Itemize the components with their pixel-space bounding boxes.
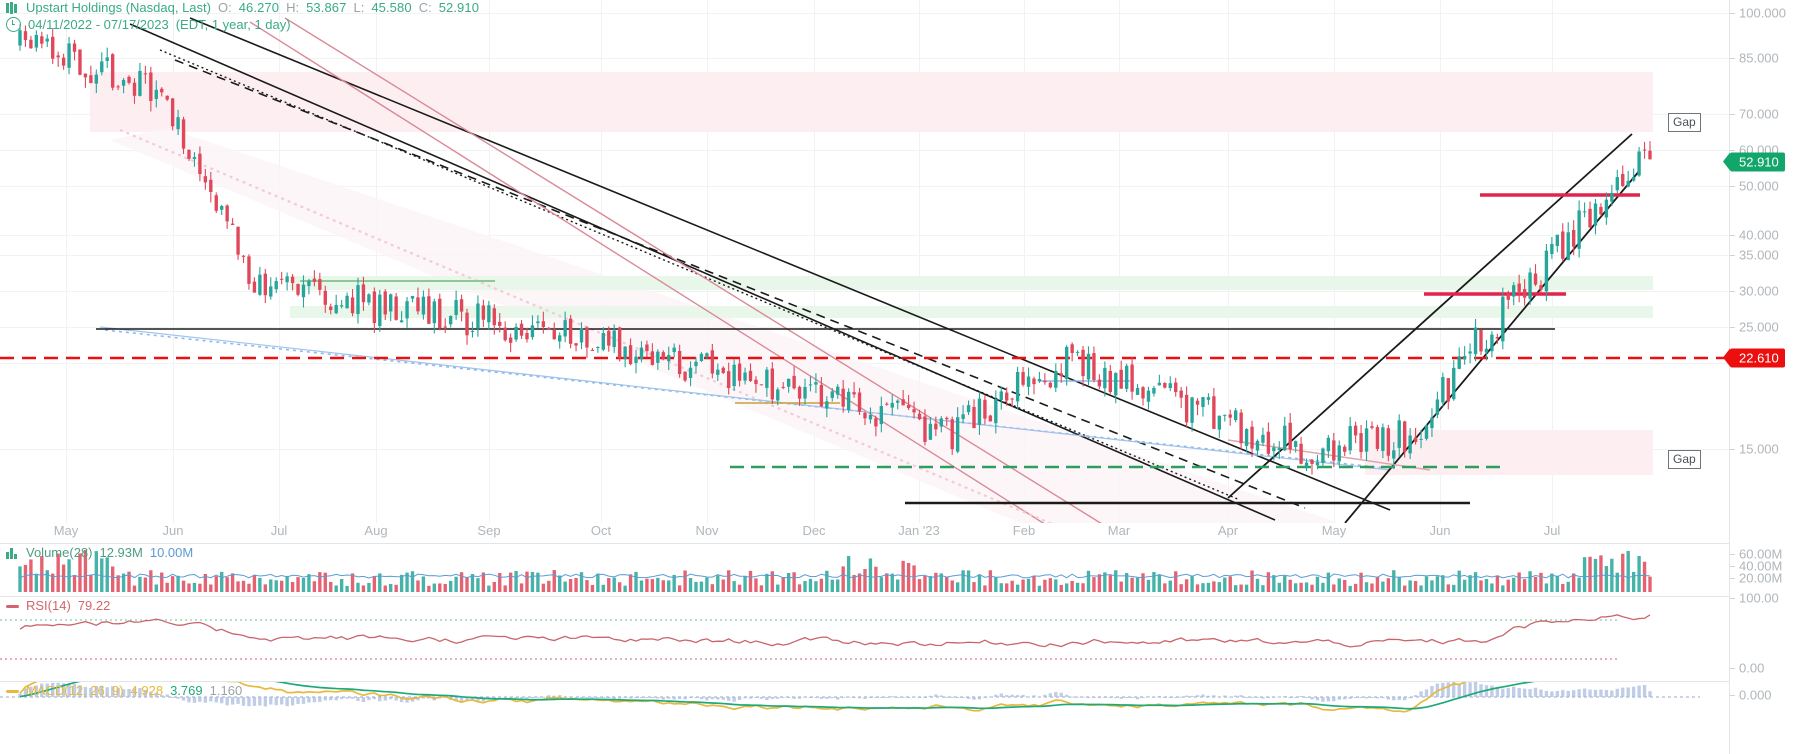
price-axis-label: 70.000 (1739, 106, 1779, 122)
session-info: (EDT, 1 year, 1 day) (175, 16, 291, 32)
time-axis-label: Feb (1012, 523, 1036, 538)
time-axis-label: Sep (477, 523, 501, 538)
price-axis-label: 15.000 (1739, 441, 1779, 457)
open-value: 46.270 (238, 0, 280, 15)
high-value: 53.867 (306, 0, 347, 15)
sub-axis-label: 40.00M (1739, 558, 1783, 574)
sub-axis-label: 0.00 (1739, 660, 1765, 676)
symbol-legend[interactable]: Upstart Holdings (Nasdaq, Last) O: 46.27… (6, 1, 479, 15)
volume-value: 12.93M (99, 545, 143, 560)
macd-legend[interactable]: MACD(12, 26, 9) 4.928 3.769 1.160 (6, 684, 242, 698)
volume-ma-value: 10.00M (149, 545, 194, 560)
open-label: O: (217, 0, 232, 15)
time-range: 04/11/2022 - 07/17/2023 (28, 16, 169, 32)
price-axis-label: 85.000 (1739, 50, 1779, 66)
line-icon (6, 689, 19, 693)
pane-separator-rsi[interactable] (0, 596, 1730, 597)
time-axis-label: Jun (162, 523, 184, 538)
symbol-title: Upstart Holdings (Nasdaq, Last) (26, 0, 211, 15)
current-price-badge[interactable]: 52.910 (1723, 152, 1785, 172)
time-axis-label: Oct (590, 523, 612, 538)
time-axis-label: Dec (802, 523, 826, 538)
sub-axis-label: 20.00M (1739, 570, 1783, 586)
macd-label: MACD(12, 26, 9) (26, 683, 124, 698)
gap-label-top[interactable]: Gap (1668, 113, 1701, 132)
candlestick-series (18, 24, 1652, 475)
price-axis-label: 30.000 (1739, 283, 1779, 299)
line-icon (6, 604, 19, 608)
volume-bars-icon (6, 547, 19, 559)
price-axis[interactable]: 100.000 85.000 70.000 60.000 50.000 40.000 35.… (1723, 0, 1794, 754)
pane-separator-macd[interactable] (0, 681, 1730, 682)
time-axis-label: Jun (1429, 523, 1451, 538)
sub-axis-label: 0.000 (1739, 687, 1772, 703)
time-axis-label: Aug (364, 523, 388, 538)
time-axis-label: Jul (1543, 523, 1561, 538)
rsi-value: 79.22 (77, 598, 111, 613)
low-value: 45.580 (371, 0, 412, 15)
time-range-legend[interactable]: 04/11/2022 - 07/17/2023 (EDT, 1 year, 1 … (6, 17, 291, 32)
time-axis-label: Nov (695, 523, 719, 538)
support-zone-upper (290, 276, 1653, 290)
time-axis-label: May (1321, 523, 1347, 538)
macd-signal-value: 3.769 (170, 683, 203, 698)
gap-zone-top (90, 72, 1653, 132)
time-axis-label: Jul (270, 523, 288, 538)
price-axis-label: 50.000 (1739, 178, 1779, 194)
rsi-label: RSI(14) (26, 598, 71, 613)
rsi-legend[interactable]: RSI(14) 79.22 (6, 599, 110, 613)
price-axis-label: 100.000 (1739, 5, 1786, 21)
price-axis-label: 35.000 (1739, 247, 1779, 263)
sub-axis-label: 100.00 (1739, 590, 1779, 606)
gap-label-bottom[interactable]: Gap (1668, 450, 1701, 469)
volume-series (18, 550, 1652, 592)
time-axis-label: Jan '23 (898, 523, 940, 538)
close-value: 52.910 (438, 0, 480, 15)
close-label: C: (418, 0, 432, 15)
price-axis-label: 25.000 (1739, 319, 1779, 335)
time-axis-label: Apr (1217, 523, 1239, 538)
support-zone-lower (290, 306, 1653, 318)
low-label: L: (353, 0, 365, 15)
volume-legend[interactable]: Volume(28) 12.93M 10.00M (6, 546, 193, 560)
macd-hist-value: 1.160 (209, 683, 243, 698)
time-axis-label: May (53, 523, 79, 538)
rsi-series (0, 614, 1651, 660)
sub-axis-label: 60.00M (1739, 546, 1783, 562)
pane-separator-volume[interactable] (0, 543, 1730, 544)
alert-price-badge[interactable]: 22.610 (1723, 348, 1785, 368)
time-axis[interactable]: May Jun Jul Aug Sep Oct Nov Dec Jan '23 Feb Mar Apr… (0, 523, 1730, 543)
clock-icon (6, 17, 21, 32)
high-label: H: (286, 0, 300, 15)
macd-value: 4.928 (130, 683, 164, 698)
volume-label: Volume(28) (26, 545, 93, 560)
time-axis-label: Mar (1107, 523, 1131, 538)
price-axis-label: 40.000 (1739, 227, 1779, 243)
candlestick-icon (6, 2, 19, 14)
gap-zone-bottom (1365, 430, 1653, 475)
